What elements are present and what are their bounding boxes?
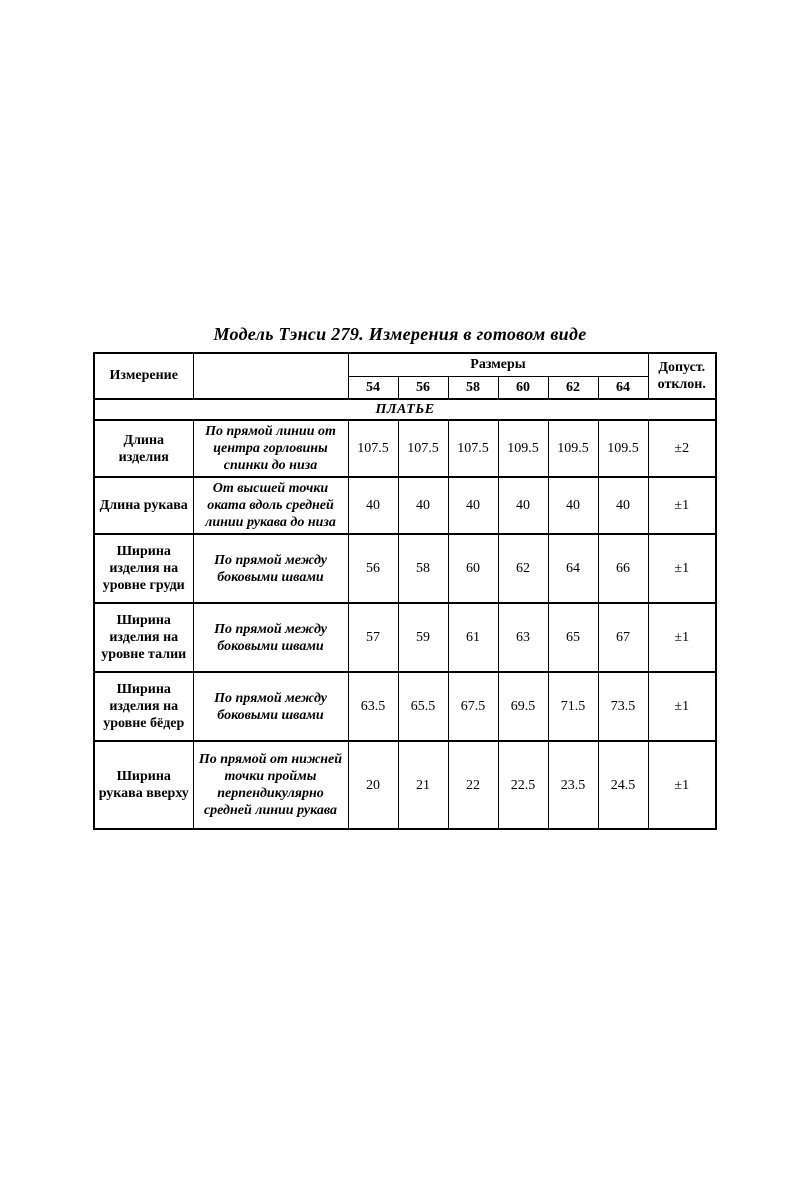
value-cell: 63.5	[347, 671, 399, 742]
header-sizes: Размеры	[347, 352, 649, 377]
value-cell: 20	[347, 740, 399, 830]
row-description: По прямой между боковыми швами	[192, 671, 349, 742]
value-cell: 59	[397, 602, 449, 673]
row-description: От высшей точки оката вдоль средней лини…	[192, 476, 349, 535]
measurements-table: Измерение Размеры Допуст. отклон. 54 56 …	[93, 352, 718, 831]
row-label: Длина рукава	[93, 476, 194, 535]
header-size-62: 62	[547, 375, 599, 400]
value-cell: 107.5	[347, 419, 399, 478]
section-row-platye: ПЛАТЬЕ	[93, 397, 717, 421]
header-size-56: 56	[397, 375, 449, 400]
value-cell: 67	[597, 602, 649, 673]
value-cell: 66	[597, 533, 649, 604]
document-title: Модель Тэнси 279. Измерения в готовом ви…	[213, 324, 587, 344]
header-description-empty	[192, 352, 349, 400]
row-description: По прямой от нижней точки проймы перпенд…	[192, 740, 349, 830]
value-cell: 22	[447, 740, 499, 830]
value-cell: 109.5	[547, 419, 599, 478]
row-label: Ширина рукава вверху	[93, 740, 194, 830]
header-size-64: 64	[597, 375, 649, 400]
value-cell: 67.5	[447, 671, 499, 742]
header-size-58: 58	[447, 375, 499, 400]
row-description: По прямой между боковыми швами	[192, 602, 349, 673]
header-measurement: Измерение	[93, 352, 194, 400]
tolerance-cell: ±2	[647, 419, 717, 478]
value-cell: 40	[347, 476, 399, 535]
value-cell: 71.5	[547, 671, 599, 742]
table-row: Ширина изделия на уровне бёдер По прямой…	[93, 671, 717, 742]
value-cell: 62	[497, 533, 549, 604]
value-cell: 40	[497, 476, 549, 535]
table-row: Ширина рукава вверху По прямой от нижней…	[93, 740, 717, 830]
value-cell: 63	[497, 602, 549, 673]
value-cell: 109.5	[597, 419, 649, 478]
header-row-top: Измерение Размеры Допуст. отклон.	[93, 352, 717, 400]
value-cell: 21	[397, 740, 449, 830]
value-cell: 24.5	[597, 740, 649, 830]
tolerance-cell: ±1	[647, 671, 717, 742]
table-row: Ширина изделия на уровне груди По прямой…	[93, 533, 717, 604]
tolerance-cell: ±1	[647, 533, 717, 604]
header-row-sizes: 54 56 58 60 62 64	[94, 375, 716, 400]
table-row: Ширина изделия на уровне талии По прямой…	[93, 602, 717, 673]
value-cell: 69.5	[497, 671, 549, 742]
value-cell: 107.5	[397, 419, 449, 478]
value-cell: 40	[447, 476, 499, 535]
value-cell: 40	[597, 476, 649, 535]
header-size-54: 54	[347, 375, 399, 400]
row-description: По прямой линии от центра горловины спин…	[192, 419, 349, 478]
header-tolerance: Допуст. отклон.	[647, 352, 717, 400]
value-cell: 60	[447, 533, 499, 604]
value-cell: 23.5	[547, 740, 599, 830]
row-label: Длина изделия	[93, 419, 194, 478]
value-cell: 58	[397, 533, 449, 604]
row-label: Ширина изделия на уровне талии	[93, 602, 194, 673]
header-size-60: 60	[497, 375, 549, 400]
value-cell: 65.5	[397, 671, 449, 742]
value-cell: 107.5	[447, 419, 499, 478]
value-cell: 64	[547, 533, 599, 604]
value-cell: 65	[547, 602, 599, 673]
value-cell: 109.5	[497, 419, 549, 478]
tolerance-cell: ±1	[647, 740, 717, 830]
value-cell: 61	[447, 602, 499, 673]
row-label: Ширина изделия на уровне бёдер	[93, 671, 194, 742]
row-description: По прямой между боковыми швами	[192, 533, 349, 604]
tolerance-cell: ±1	[647, 602, 717, 673]
row-label: Ширина изделия на уровне груди	[93, 533, 194, 604]
value-cell: 73.5	[597, 671, 649, 742]
value-cell: 40	[547, 476, 599, 535]
value-cell: 22.5	[497, 740, 549, 830]
section-label: ПЛАТЬЕ	[93, 397, 717, 421]
value-cell: 57	[347, 602, 399, 673]
table-row: Длина рукава От высшей точки оката вдоль…	[93, 476, 717, 535]
value-cell: 56	[347, 533, 399, 604]
value-cell: 40	[397, 476, 449, 535]
tolerance-cell: ±1	[647, 476, 717, 535]
table-row: Длина изделия По прямой линии от центра …	[93, 419, 717, 478]
